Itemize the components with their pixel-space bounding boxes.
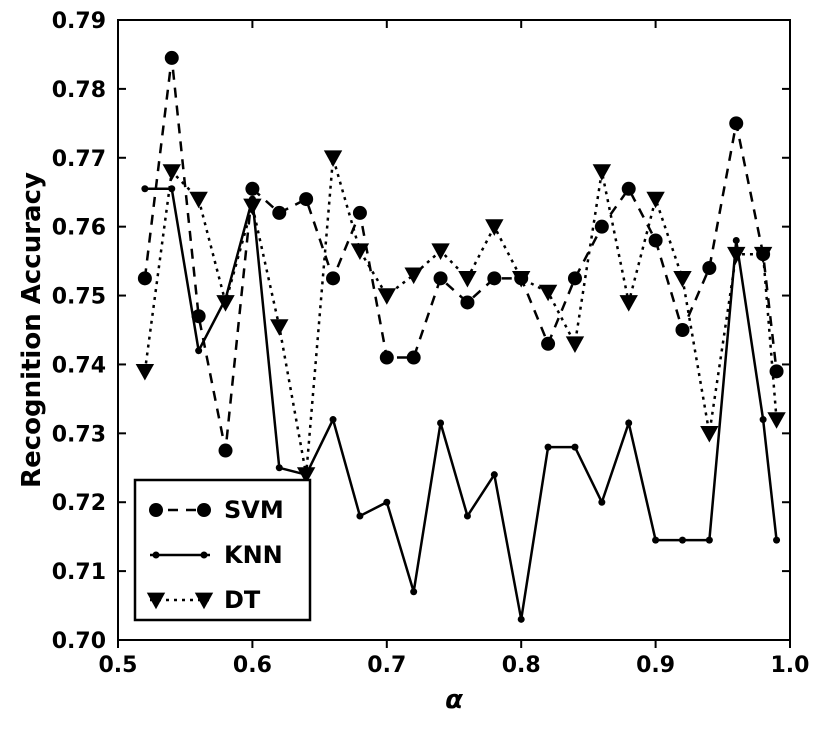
- y-tick-label: 0.79: [52, 9, 106, 34]
- y-tick-label: 0.74: [52, 353, 106, 378]
- x-tick-label: 1.0: [771, 653, 810, 678]
- y-tick-label: 0.72: [52, 491, 106, 516]
- y-tick-label: 0.76: [52, 216, 106, 241]
- y-tick-label: 0.77: [52, 147, 106, 172]
- x-tick-label: 0.5: [99, 653, 138, 678]
- y-tick-label: 0.71: [52, 560, 106, 585]
- y-tick-label: 0.78: [52, 78, 106, 103]
- y-tick-label: 0.70: [52, 629, 106, 654]
- x-tick-label: 0.8: [502, 653, 541, 678]
- chart-svg: 0.5 0.6 0.7 0.8 0.9 1.0 0.70 0.71 0.72 0.73 0.74 0.…: [0, 0, 823, 735]
- y-tick-label: 0.75: [52, 285, 106, 310]
- line-chart: 0.5 0.6 0.7 0.8 0.9 1.0 0.70 0.71 0.72 0.73 0.74 0.…: [0, 0, 823, 735]
- legend: SVM KNN DT: [135, 480, 310, 620]
- x-tick-label: 0.7: [367, 653, 406, 678]
- x-tick-label: 0.9: [636, 653, 675, 678]
- x-axis-label: α: [445, 685, 463, 715]
- legend-label: SVM: [224, 496, 284, 524]
- y-tick-label: 0.73: [52, 422, 106, 447]
- x-tick-label: 0.6: [233, 653, 272, 678]
- legend-label: DT: [224, 586, 261, 614]
- y-axis-label: Recognition Accuracy: [17, 172, 47, 488]
- legend-label: KNN: [224, 541, 283, 569]
